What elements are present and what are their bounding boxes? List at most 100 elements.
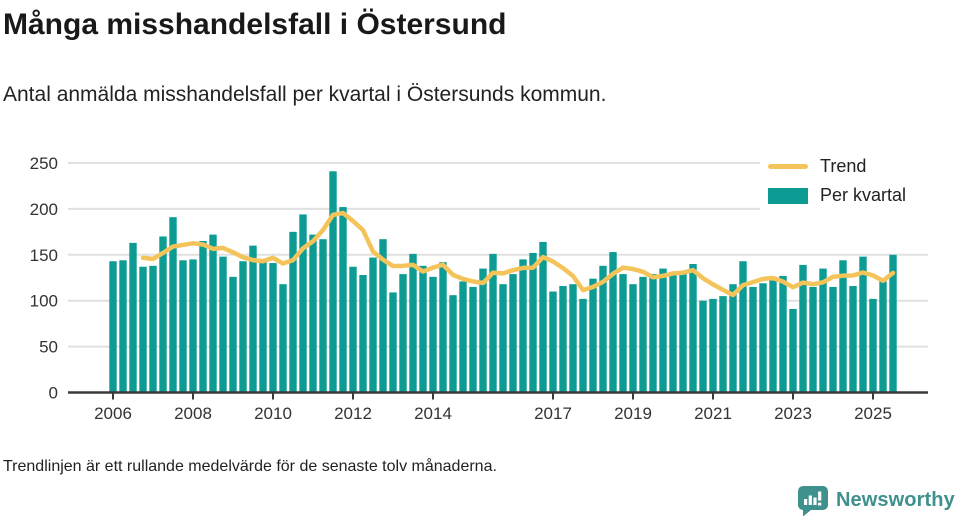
bar xyxy=(609,252,617,393)
x-tick-label: 2023 xyxy=(774,404,812,423)
y-tick-label: 150 xyxy=(30,246,58,265)
bar xyxy=(849,286,857,393)
bar xyxy=(369,257,377,393)
y-tick-label: 50 xyxy=(39,338,58,357)
bar xyxy=(489,253,497,393)
bar xyxy=(279,284,287,393)
bar xyxy=(619,274,627,393)
bar xyxy=(479,268,487,393)
chart-footnote: Trendlinjen är ett rullande medelvärde f… xyxy=(3,458,497,475)
newsworthy-brand-name: Newsworthy xyxy=(836,489,955,511)
legend-item-trend: Trend xyxy=(768,152,934,181)
bar xyxy=(749,286,757,393)
bar xyxy=(509,274,517,393)
bar xyxy=(649,274,657,393)
bar xyxy=(519,259,527,393)
bar xyxy=(529,252,537,393)
bar xyxy=(179,260,187,393)
y-tick-label: 200 xyxy=(30,200,58,219)
x-tick-label: 2010 xyxy=(254,404,292,423)
chart-subtitle: Antal anmälda misshandelsfall per kvarta… xyxy=(3,83,607,106)
bar xyxy=(169,217,177,393)
bar xyxy=(319,239,327,393)
y-tick-label: 100 xyxy=(30,292,58,311)
bar xyxy=(829,286,837,393)
bar xyxy=(589,278,597,393)
x-tick-label: 2019 xyxy=(614,404,652,423)
bar xyxy=(149,265,157,393)
bar xyxy=(329,171,337,393)
bar xyxy=(569,284,577,393)
bar xyxy=(639,276,647,393)
y-tick-label: 250 xyxy=(30,154,58,173)
bar xyxy=(119,260,127,393)
bar xyxy=(779,275,787,393)
x-tick-label: 2008 xyxy=(174,404,212,423)
bar xyxy=(449,295,457,393)
chart-legend: Trend Per kvartal xyxy=(760,150,934,214)
bar xyxy=(389,292,397,393)
newsworthy-logo-icon xyxy=(798,486,828,517)
bar xyxy=(429,276,437,393)
bar xyxy=(789,308,797,393)
x-tick-label: 2014 xyxy=(414,404,452,423)
bar xyxy=(129,242,137,393)
bar xyxy=(799,264,807,393)
bar xyxy=(659,268,667,393)
bar xyxy=(579,298,587,393)
bar xyxy=(349,266,357,393)
bar xyxy=(419,265,427,393)
bar xyxy=(459,281,467,393)
bar xyxy=(839,260,847,393)
x-tick-label: 2006 xyxy=(94,404,132,423)
bar xyxy=(559,286,567,393)
bar xyxy=(209,234,217,393)
bar xyxy=(549,291,557,393)
bar xyxy=(219,256,227,393)
bar xyxy=(809,286,817,393)
bar xyxy=(709,298,717,393)
bar xyxy=(409,253,417,393)
bar xyxy=(299,214,307,393)
bar xyxy=(289,231,297,393)
bar xyxy=(469,286,477,393)
bar xyxy=(399,274,407,393)
bar xyxy=(689,263,697,393)
x-tick-label: 2017 xyxy=(534,404,572,423)
bar xyxy=(889,254,897,393)
bar xyxy=(669,274,677,393)
legend-trend-label: Trend xyxy=(820,156,867,176)
bar xyxy=(699,300,707,393)
x-tick-label: 2021 xyxy=(694,404,732,423)
newsworthy-brand: Newsworthy xyxy=(796,484,955,517)
legend-bars-label: Per kvartal xyxy=(820,185,907,205)
bar xyxy=(439,262,447,393)
trend-line xyxy=(140,210,896,298)
bar xyxy=(309,234,317,393)
bar xyxy=(859,256,867,393)
bar xyxy=(879,281,887,393)
bar xyxy=(769,280,777,393)
bar-swatch xyxy=(768,187,808,204)
bar xyxy=(679,274,687,393)
bar xyxy=(629,284,637,393)
bar xyxy=(599,265,607,393)
bar xyxy=(259,261,267,393)
bar xyxy=(719,296,727,393)
bar xyxy=(819,268,827,393)
bar xyxy=(539,241,547,393)
bar xyxy=(759,283,767,393)
bar xyxy=(869,298,877,393)
bar xyxy=(499,284,507,393)
bar xyxy=(339,207,347,393)
bar xyxy=(139,266,147,393)
bar xyxy=(379,239,387,393)
trend-line-swatch xyxy=(768,164,808,169)
bar xyxy=(249,245,257,393)
bar xyxy=(269,263,277,393)
page-title: Många misshandelsfall i Östersund xyxy=(3,8,507,41)
bar xyxy=(159,236,167,393)
y-tick-label: 0 xyxy=(49,384,58,403)
legend-item-bars: Per kvartal xyxy=(768,181,934,210)
